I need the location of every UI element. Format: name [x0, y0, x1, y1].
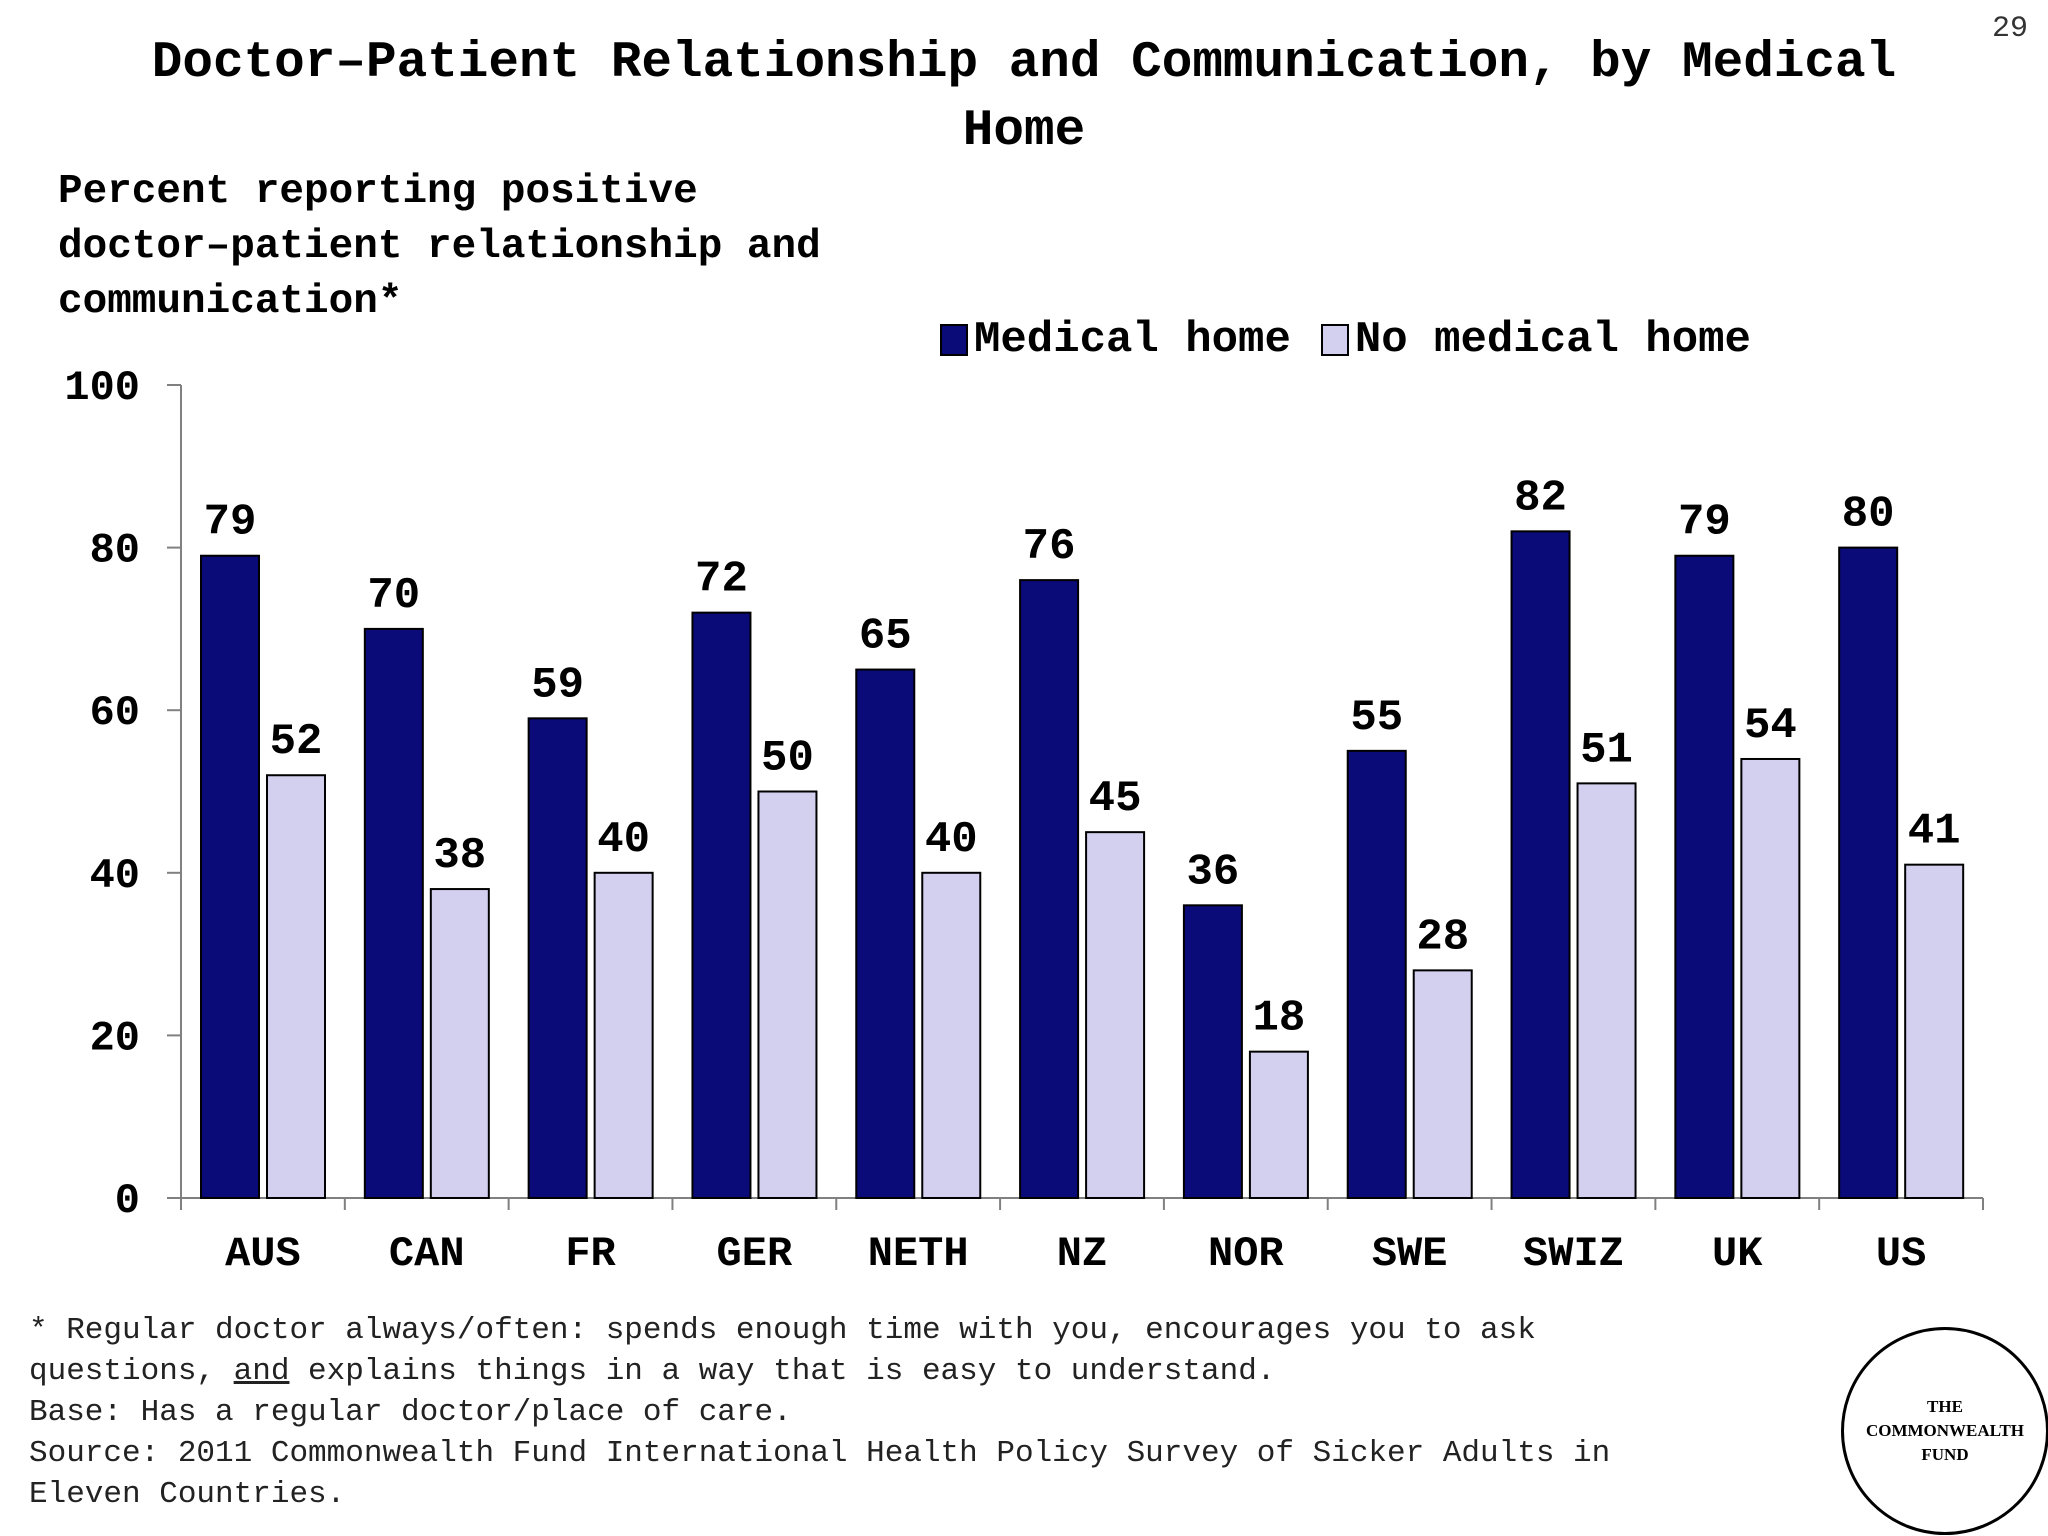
data-label: 70: [367, 571, 420, 621]
footnote-definition-cont: questions, and explains things in a way …: [29, 1351, 1829, 1392]
chart-title-line2: Home: [962, 103, 1086, 160]
bar-no-medical-home: [1412, 969, 1473, 1199]
bar-medical-home: [1838, 546, 1899, 1199]
data-label: 76: [1023, 522, 1076, 572]
footnote-text: explains things in a way that is easy to…: [289, 1354, 1276, 1389]
legend-swatch-no-medical-home: [1320, 324, 1349, 356]
bar-medical-home: [1019, 579, 1080, 1199]
bar-medical-home: [1674, 554, 1735, 1199]
footnote-source: Source: 2011 Commonwealth Fund Internati…: [29, 1436, 1611, 1471]
bar-no-medical-home: [1576, 782, 1637, 1199]
data-label: 80: [1842, 490, 1895, 540]
data-label: 40: [597, 815, 650, 865]
data-label: 72: [695, 555, 748, 605]
footnote-source-cont: Eleven Countries.: [29, 1477, 346, 1512]
bar-no-medical-home: [1740, 757, 1801, 1199]
x-category-label: CAN: [389, 1230, 465, 1278]
footnote-text: questions,: [29, 1354, 234, 1389]
data-label: 82: [1514, 473, 1567, 523]
bar-no-medical-home: [757, 790, 818, 1199]
bar-medical-home: [855, 668, 916, 1199]
subtitle-line: doctor–patient relationship and: [58, 224, 821, 270]
y-tick-label: 0: [115, 1177, 140, 1225]
legend-swatch-medical-home: [940, 324, 968, 356]
bar-medical-home: [1510, 530, 1571, 1199]
y-tick-label: 100: [64, 364, 140, 412]
legend-item-no-medical-home: No medical home: [1320, 315, 1751, 365]
data-label: 79: [204, 498, 257, 548]
subtitle-line: communication*: [58, 279, 403, 325]
bar-no-medical-home: [266, 774, 326, 1199]
data-label: 41: [1908, 807, 1961, 857]
data-label: 45: [1089, 774, 1142, 824]
logo-text: COMMONWEALTH: [1865, 1421, 2025, 1440]
data-label: 36: [1187, 847, 1240, 897]
footnote-base: Base: Has a regular doctor/place of care…: [29, 1395, 792, 1430]
y-tick-label: 60: [90, 689, 140, 737]
legend-label-medical-home: Medical home: [974, 315, 1291, 365]
bar-chart: 0 20 40 60 80 100 79 52 AUS 70 38 CAN 59 40 FR 72 50 GER 6…: [64, 364, 1984, 1278]
x-category-label: NZ: [1057, 1230, 1107, 1278]
data-label: 40: [925, 815, 978, 865]
data-label: 54: [1744, 701, 1797, 751]
bar-medical-home: [527, 717, 588, 1200]
data-label: 59: [531, 660, 584, 710]
data-label: 79: [1678, 498, 1731, 548]
bar-medical-home: [1346, 749, 1407, 1199]
data-label: 51: [1580, 725, 1633, 775]
x-category-label: SWIZ: [1523, 1230, 1624, 1278]
chart-subtitle: Percent reporting positive doctor–patien…: [58, 165, 958, 330]
x-category-label: SWE: [1372, 1230, 1448, 1278]
data-label: 38: [433, 831, 486, 881]
data-label: 50: [761, 734, 814, 784]
bar-medical-home: [691, 611, 752, 1199]
chart-title: Doctor–Patient Relationship and Communic…: [0, 30, 2048, 166]
data-label: 65: [859, 612, 912, 662]
bar-no-medical-home: [1248, 1050, 1309, 1200]
subtitle-line: Percent reporting positive: [58, 169, 698, 215]
footnote-definition: * Regular doctor always/often: spends en…: [29, 1313, 1536, 1348]
data-label: 55: [1350, 693, 1403, 743]
x-category-label: UK: [1712, 1230, 1763, 1278]
bar-no-medical-home: [1904, 863, 1965, 1199]
footnote-underlined-and: and: [233, 1354, 290, 1389]
legend-label-no-medical-home: No medical home: [1354, 315, 1751, 365]
y-tick-label: 20: [90, 1014, 140, 1062]
bar-no-medical-home: [593, 871, 654, 1199]
data-label: 18: [1253, 994, 1306, 1044]
data-label: 28: [1416, 912, 1469, 962]
bar-medical-home: [363, 627, 424, 1199]
legend-item-medical-home: Medical home: [940, 315, 1291, 365]
x-category-label: NOR: [1208, 1230, 1284, 1278]
slide-number: 29: [1991, 12, 2028, 46]
chart-title-line1: Doctor–Patient Relationship and Communic…: [151, 35, 1897, 92]
chart-legend: Medical home No medical home: [940, 315, 1781, 365]
x-category-label: NETH: [868, 1230, 969, 1278]
bar-no-medical-home: [1085, 831, 1146, 1200]
logo-text: THE: [1927, 1397, 1963, 1416]
data-label: 52: [270, 717, 323, 767]
bar-no-medical-home: [429, 888, 490, 1199]
x-category-label: US: [1876, 1230, 1926, 1278]
x-category-label: AUS: [225, 1230, 301, 1278]
x-category-label: GER: [717, 1230, 793, 1278]
y-tick-label: 80: [90, 527, 140, 575]
logo-text: FUND: [1921, 1445, 1969, 1464]
bar-no-medical-home: [921, 871, 982, 1199]
commonwealth-fund-logo: THE COMMONWEALTH FUND: [1841, 1327, 2048, 1535]
y-tick-label: 40: [90, 852, 140, 900]
bar-medical-home: [200, 554, 260, 1199]
x-category-label: FR: [565, 1230, 616, 1278]
footnotes: * Regular doctor always/often: spends en…: [29, 1310, 1829, 1515]
bar-medical-home: [1182, 904, 1243, 1199]
